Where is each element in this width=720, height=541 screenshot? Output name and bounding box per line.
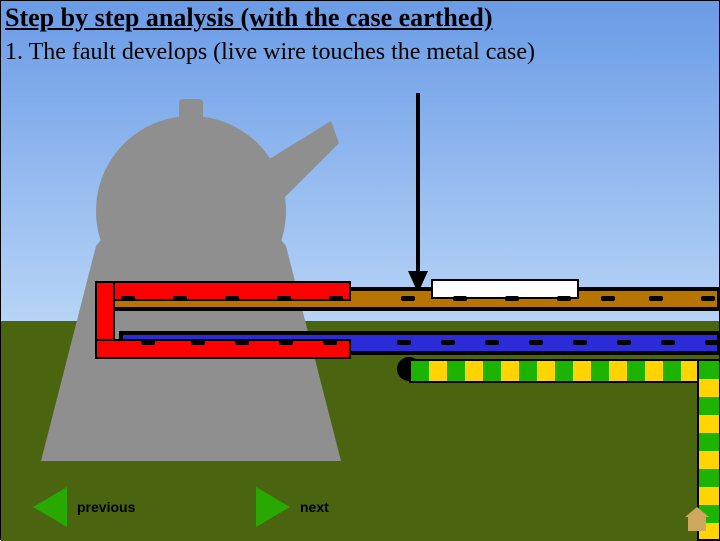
home-body-icon — [688, 517, 706, 531]
fault-arrow — [405, 93, 431, 293]
prev-button[interactable]: previous — [33, 487, 135, 527]
earth-wire-horizontal — [409, 359, 701, 383]
home-roof-icon — [685, 507, 709, 517]
appliance-kettle — [31, 91, 351, 461]
prev-arrow-icon — [33, 487, 67, 527]
step-text: 1. The fault develops (live wire touches… — [5, 39, 535, 66]
next-label: next — [300, 499, 329, 515]
next-button[interactable]: next — [256, 487, 329, 527]
prev-label: previous — [77, 499, 135, 515]
neutral-wire-ticks — [1, 342, 720, 344]
home-button[interactable] — [685, 507, 709, 533]
live-wire-ticks — [1, 298, 720, 300]
next-arrow-icon — [256, 487, 290, 527]
slide-title: Step by step analysis (with the case ear… — [5, 3, 493, 33]
slide-stage: Step by step analysis (with the case ear… — [0, 0, 720, 540]
